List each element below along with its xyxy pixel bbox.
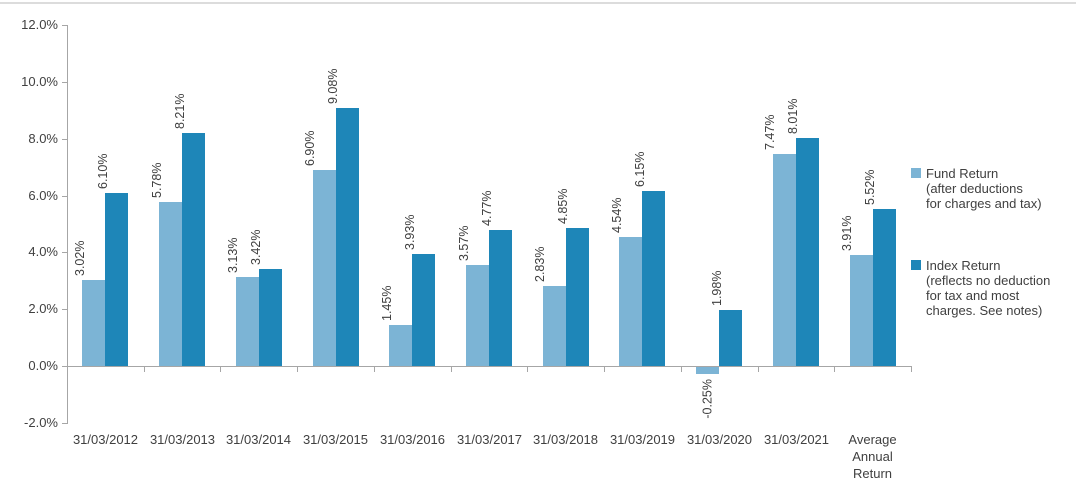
index-return-bar bbox=[412, 254, 435, 366]
x-axis-category-label: 31/03/2019 bbox=[609, 432, 676, 447]
bar-value-label: 3.02% bbox=[73, 240, 87, 276]
y-tick-label: 12.0% bbox=[21, 17, 58, 32]
x-tick-mark bbox=[604, 367, 605, 372]
x-axis-category-label: 31/03/2017 bbox=[456, 432, 523, 447]
fund-return-bar bbox=[82, 280, 105, 366]
top-divider bbox=[0, 2, 1076, 4]
x-axis-category-label: 31/03/2013 bbox=[149, 432, 216, 447]
bar-value-label: 7.47% bbox=[763, 114, 777, 150]
x-tick-mark bbox=[67, 367, 68, 372]
x-tick-mark bbox=[297, 367, 298, 372]
fund-return-bar bbox=[773, 154, 796, 366]
x-tick-mark bbox=[834, 367, 835, 372]
index-return-bar bbox=[642, 191, 665, 366]
index-return-bar bbox=[796, 138, 819, 366]
x-axis-line bbox=[67, 366, 912, 367]
fund-return-bar bbox=[543, 286, 566, 366]
bar-value-label: 3.42% bbox=[249, 229, 263, 265]
bar-value-label: 3.93% bbox=[403, 214, 417, 250]
bar-value-label: 9.08% bbox=[326, 68, 340, 104]
y-tick-label: 0.0% bbox=[28, 358, 58, 373]
y-tick-mark bbox=[62, 25, 67, 26]
y-tick-mark bbox=[62, 139, 67, 140]
x-tick-mark bbox=[451, 367, 452, 372]
x-axis-category-label: 31/03/2016 bbox=[379, 432, 446, 447]
bar-value-label: 6.90% bbox=[303, 130, 317, 166]
fund-return-bar bbox=[389, 325, 412, 366]
fund-return-bar bbox=[313, 170, 336, 366]
y-tick-mark bbox=[62, 82, 67, 83]
index-return-bar bbox=[489, 230, 512, 366]
bar-value-label: 2.83% bbox=[533, 246, 547, 282]
x-tick-mark bbox=[681, 367, 682, 372]
index-return-bar bbox=[336, 108, 359, 366]
bar-value-label: 4.77% bbox=[480, 190, 494, 226]
bar-value-label: 8.01% bbox=[786, 98, 800, 134]
y-axis-line bbox=[67, 25, 68, 424]
y-tick-label: 2.0% bbox=[28, 301, 58, 316]
index-return-bar bbox=[566, 228, 589, 366]
index-return-bar bbox=[105, 193, 128, 366]
bar-value-label: 5.52% bbox=[863, 169, 877, 205]
y-tick-label: -2.0% bbox=[24, 415, 58, 430]
fund-return-bar bbox=[236, 277, 259, 366]
bar-value-label: 3.57% bbox=[457, 225, 471, 261]
y-tick-mark bbox=[62, 423, 67, 424]
y-tick-mark bbox=[62, 366, 67, 367]
bar-value-label: 1.45% bbox=[380, 285, 394, 321]
fund-return-bar bbox=[696, 367, 719, 374]
x-tick-mark bbox=[374, 367, 375, 372]
index-return-bar bbox=[873, 209, 896, 366]
bar-value-label: 3.13% bbox=[226, 237, 240, 273]
y-tick-label: 4.0% bbox=[28, 244, 58, 259]
x-tick-mark bbox=[758, 367, 759, 372]
y-tick-label: 6.0% bbox=[28, 188, 58, 203]
x-tick-mark bbox=[527, 367, 528, 372]
bar-value-label: 4.54% bbox=[610, 197, 624, 233]
x-axis-category-label: 31/03/2020 bbox=[686, 432, 753, 447]
x-axis-category-label: 31/03/2015 bbox=[302, 432, 369, 447]
fund-return-bar bbox=[619, 237, 642, 366]
x-tick-mark bbox=[144, 367, 145, 372]
fund-return-bar bbox=[850, 255, 873, 366]
x-axis-category-label: 31/03/2018 bbox=[532, 432, 599, 447]
y-tick-mark bbox=[62, 252, 67, 253]
x-tick-mark bbox=[911, 367, 912, 372]
bar-value-label: 6.10% bbox=[96, 153, 110, 189]
bar-value-label: 8.21% bbox=[173, 93, 187, 129]
fund-return-bar bbox=[159, 202, 182, 366]
index-return-bar bbox=[259, 269, 282, 366]
x-tick-mark bbox=[220, 367, 221, 372]
y-tick-label: 10.0% bbox=[21, 74, 58, 89]
fund-return-bar bbox=[466, 265, 489, 366]
y-tick-label: 8.0% bbox=[28, 131, 58, 146]
x-axis-category-label: 31/03/2021 bbox=[763, 432, 830, 447]
x-axis-category-label: Average Annual Return bbox=[848, 432, 897, 481]
index-return-bar bbox=[182, 133, 205, 366]
bar-value-label: 6.15% bbox=[633, 151, 647, 187]
y-tick-mark bbox=[62, 309, 67, 310]
bar-value-label: 1.98% bbox=[710, 270, 724, 306]
bar-value-label: -0.25% bbox=[701, 379, 715, 419]
y-tick-mark bbox=[62, 196, 67, 197]
x-axis-category-label: 31/03/2012 bbox=[72, 432, 139, 447]
bar-value-label: 5.78% bbox=[150, 162, 164, 198]
x-axis-category-label: 31/03/2014 bbox=[225, 432, 292, 447]
index-return-bar bbox=[719, 310, 742, 366]
bar-value-label: 3.91% bbox=[840, 215, 854, 251]
bar-value-label: 4.85% bbox=[556, 188, 570, 224]
